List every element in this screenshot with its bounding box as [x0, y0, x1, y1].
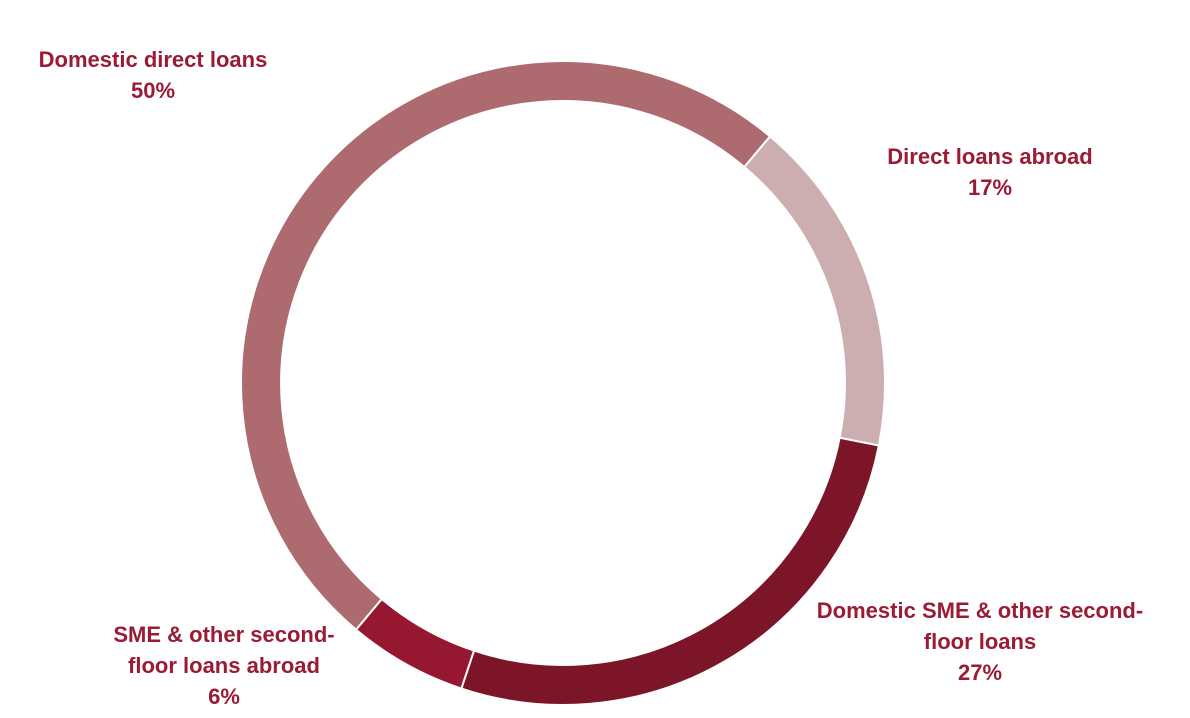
slice-1: [742, 134, 886, 447]
slice-name-line-2-1: floor loans: [924, 629, 1036, 654]
slice-label-0: Domestic direct loans 50%: [39, 47, 268, 103]
slice-value-1: 17%: [968, 175, 1012, 200]
slice-labels: Domestic direct loans 50% Direct loans abr…: [39, 47, 1144, 709]
slice-value-3: 6%: [208, 684, 240, 709]
slice-0: [240, 60, 772, 632]
slice-2: [460, 436, 881, 706]
slice-value-0: 50%: [131, 78, 175, 103]
donut-slices: [240, 60, 886, 706]
slice-3: [354, 597, 476, 690]
slice-label-1: Direct loans abroad 17%: [887, 144, 1092, 200]
slice-label-2: Domestic SME & other second-floor loans 2…: [817, 598, 1143, 685]
slice-value-2: 27%: [958, 660, 1002, 685]
slice-name-line-0-0: Domestic direct loans: [39, 47, 268, 72]
slice-label-3: SME & other second-floor loans abroad 6%: [113, 622, 334, 709]
slice-name-line-3-0: SME & other second-: [113, 622, 334, 647]
slice-name-line-1-0: Direct loans abroad: [887, 144, 1092, 169]
slice-name-line-2-0: Domestic SME & other second-: [817, 598, 1143, 623]
slice-name-line-3-1: floor loans abroad: [128, 653, 320, 678]
